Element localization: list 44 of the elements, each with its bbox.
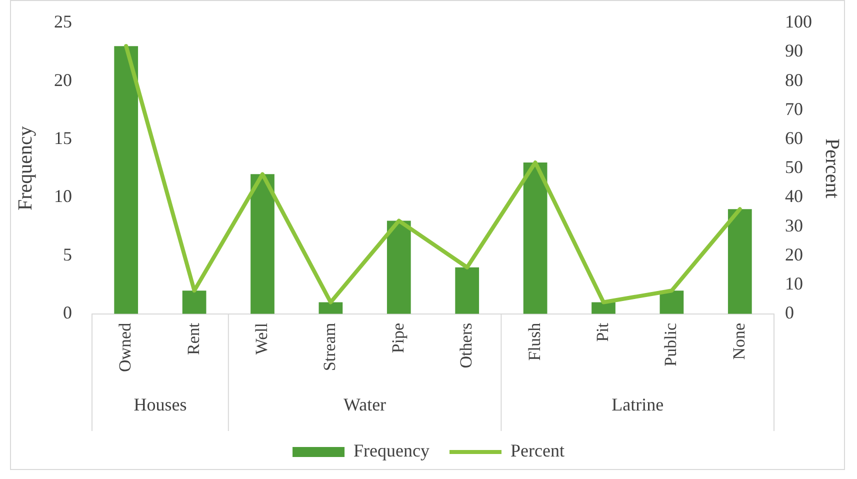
text: Houses xyxy=(134,394,187,415)
y2-tick-label: 100 xyxy=(785,12,812,32)
y2-tick-label: 30 xyxy=(785,215,803,236)
y2-tick-label: 80 xyxy=(785,70,803,90)
x-tick-label: Owned xyxy=(116,322,135,372)
y-tick-label: 5 xyxy=(63,244,72,264)
x-tick-label: Pit xyxy=(592,322,612,342)
x-tick-label: Stream xyxy=(320,322,340,372)
bar xyxy=(318,302,343,314)
text: Water xyxy=(344,394,386,415)
y2-tick-label: 10 xyxy=(785,274,803,294)
bar xyxy=(592,302,616,314)
y-tick-label: 10 xyxy=(54,186,72,206)
x-tick-label: Well xyxy=(252,322,271,355)
y-axis-title: Frequency xyxy=(14,126,36,211)
x-tick-label: Pipe xyxy=(388,322,408,354)
y2-tick-label: 90 xyxy=(785,40,803,61)
x-tick-label: Flush xyxy=(524,322,544,361)
y-tick-label: 0 xyxy=(63,302,72,323)
bar xyxy=(660,290,684,314)
y2-axis-title: Percent xyxy=(820,138,843,199)
y2-tick-label: 70 xyxy=(785,98,803,119)
text: Latrine xyxy=(612,394,664,415)
legend-label: Frequency xyxy=(354,440,430,461)
bar xyxy=(182,290,206,314)
y-tick-label: 15 xyxy=(54,128,72,148)
bar xyxy=(455,267,480,314)
y2-tick-label: 60 xyxy=(785,128,803,148)
y2-tick-label: 50 xyxy=(785,157,803,178)
bar xyxy=(523,162,548,314)
bar xyxy=(250,174,274,314)
x-tick-label: None xyxy=(729,322,748,360)
y2-tick-label: 0 xyxy=(785,302,794,323)
bar xyxy=(386,220,411,314)
legend-label: Percent xyxy=(510,440,564,461)
y-tick-label: 25 xyxy=(54,12,72,32)
bar xyxy=(728,209,752,314)
x-tick-label: Rent xyxy=(184,322,203,356)
bar xyxy=(114,46,138,314)
y-tick-label: 20 xyxy=(54,70,72,90)
x-tick-label: Others xyxy=(456,322,476,368)
y2-tick-label: 40 xyxy=(785,186,803,206)
y2-tick-label: 20 xyxy=(785,244,803,264)
x-tick-label: Public xyxy=(661,322,680,366)
